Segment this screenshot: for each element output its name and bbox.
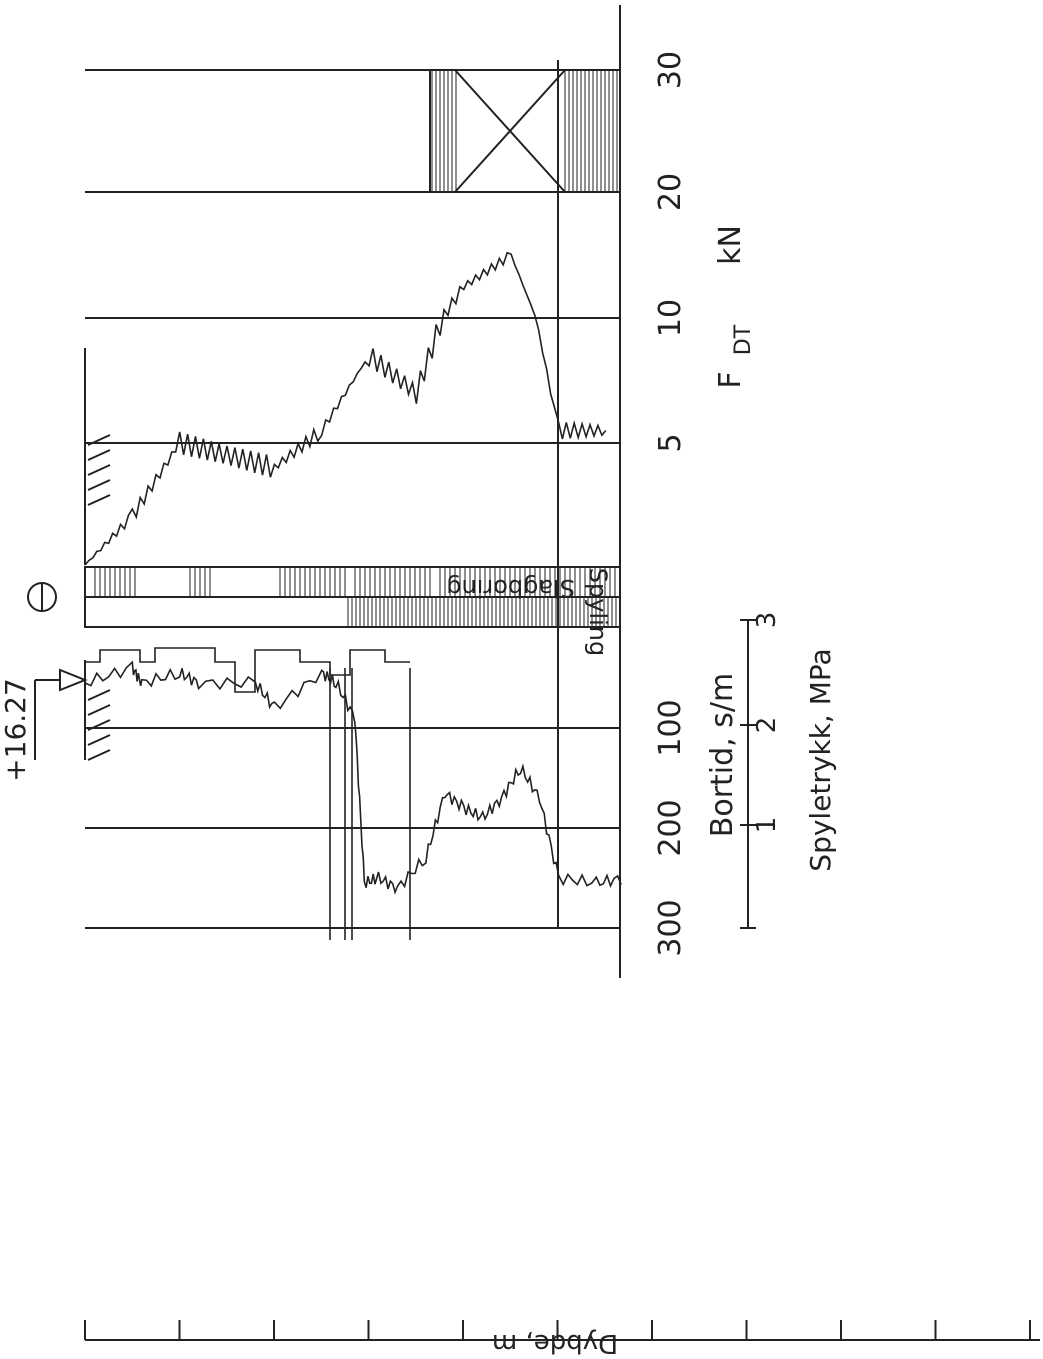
hatch-2 (87, 704, 111, 716)
theta-symbol (27, 582, 57, 612)
ground-hatch (84, 434, 111, 761)
fdt-curve (84, 251, 607, 566)
depth-ticks (84, 1320, 1031, 1340)
fdt-axis-subscript: DT (731, 324, 756, 355)
spyletrykk-scale (740, 619, 756, 929)
bortid-tick-label-200: 200 (653, 799, 688, 856)
slagboring-fill (94, 568, 621, 596)
bortid-tick-label-300: 300 (653, 899, 688, 956)
bortid-axis-title: Bortid, s/m (705, 673, 740, 837)
hatch-8 (87, 464, 111, 476)
hatch-6 (87, 434, 111, 446)
fdt-axis-title: F (713, 371, 748, 388)
fdt-tick-label-30: 30 (653, 51, 688, 89)
slagboring-label: Slagboring (446, 574, 575, 602)
cross-diag-2 (454, 69, 566, 193)
fdt-tick-label-10: 10 (653, 299, 688, 337)
spyletrykk-tick-label-3: 3 (752, 612, 782, 629)
fdt-axis-unit: kN (713, 225, 748, 265)
hatch-3 (87, 719, 111, 731)
spyling-fill (347, 598, 621, 626)
fdt-tick-label-5: 5 (653, 433, 688, 452)
depth-axis-title: Dybde, m (492, 1328, 618, 1355)
elevation-label: +16.27 (0, 678, 32, 782)
elevation-marker (34, 668, 88, 760)
spyletrykk-axis-title: Spyletrykk, MPa (804, 648, 837, 871)
hatch-7 (87, 449, 111, 461)
spyletrykk-tick-label-1: 1 (752, 817, 782, 834)
spyling-label: Spyling (584, 568, 612, 656)
hatch-4 (87, 734, 111, 746)
hatch-10 (87, 494, 111, 506)
bortid-step-outline (85, 647, 410, 693)
hatch-9 (87, 479, 111, 491)
fdt-tick-label-20: 20 (653, 173, 688, 211)
hatch-5 (87, 749, 111, 761)
spyletrykk-tick-label-2: 2 (752, 717, 782, 734)
fdt-cross-box (429, 69, 621, 193)
bortid-horizontal-lines (329, 668, 411, 940)
elevation-triangle (59, 668, 88, 692)
bortid-curve (84, 660, 622, 895)
cross-box-hatch (431, 71, 618, 191)
cross-box-outline (429, 69, 621, 193)
bortid-tick-label-100: 100 (653, 699, 688, 756)
hatch-1 (87, 689, 111, 701)
